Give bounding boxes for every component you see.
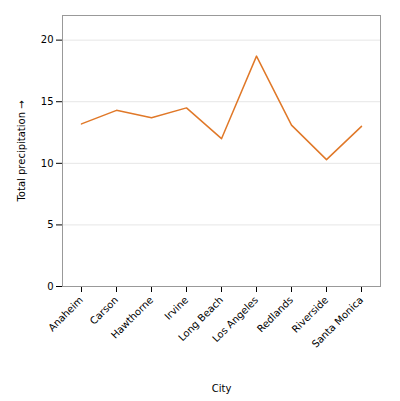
svg-text:20: 20 xyxy=(41,34,54,45)
svg-text:Hawthorne: Hawthorne xyxy=(109,294,155,340)
svg-text:5: 5 xyxy=(47,219,53,230)
svg-text:Anaheim: Anaheim xyxy=(46,294,85,333)
svg-text:Redlands: Redlands xyxy=(255,294,295,334)
svg-text:Carson: Carson xyxy=(88,294,120,326)
svg-text:Long Beach: Long Beach xyxy=(176,294,226,344)
svg-text:0: 0 xyxy=(47,281,53,292)
svg-text:Total precipitation →: Total precipitation → xyxy=(16,100,27,202)
svg-text:Los Angeles: Los Angeles xyxy=(210,294,260,344)
svg-text:City: City xyxy=(212,383,232,394)
svg-text:Riverside: Riverside xyxy=(289,294,331,335)
svg-text:Irvine: Irvine xyxy=(162,294,190,322)
svg-text:15: 15 xyxy=(41,96,54,107)
svg-text:Santa Monica: Santa Monica xyxy=(310,294,366,350)
svg-text:10: 10 xyxy=(41,158,54,169)
